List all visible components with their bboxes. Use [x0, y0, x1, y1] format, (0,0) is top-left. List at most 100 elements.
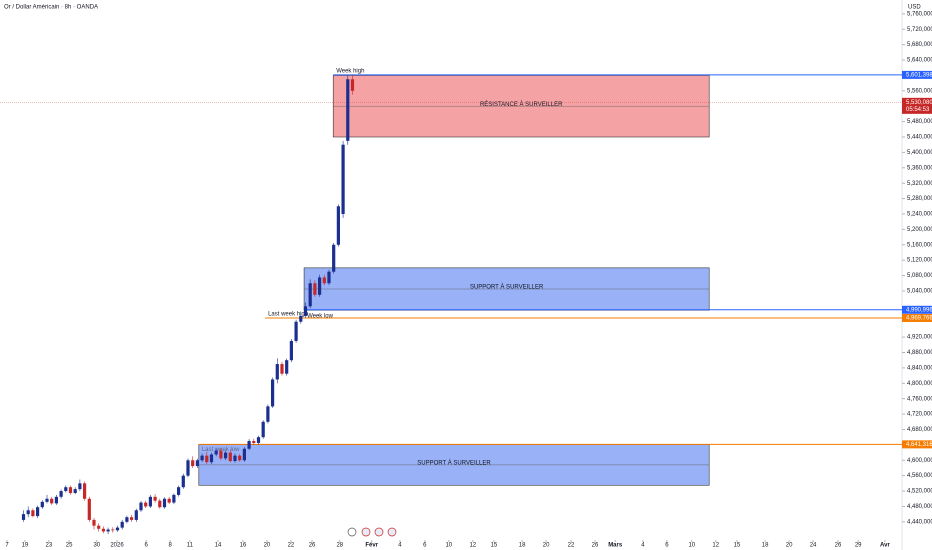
level-tag-box	[902, 313, 932, 322]
zone-label: SUPPORT À SURVEILLER	[470, 284, 544, 291]
candle-body	[172, 494, 176, 503]
candle-body	[332, 244, 336, 272]
level-name: Last week high	[268, 312, 308, 318]
footer-icons	[347, 527, 397, 537]
candle-body	[40, 501, 44, 508]
y-tick-label: 4,440,000	[907, 519, 932, 525]
x-tick-label: 10	[445, 543, 452, 549]
x-tick-label: 12	[469, 543, 476, 549]
y-tick-label: 4,560,000	[907, 473, 932, 479]
x-tick-label: 4	[641, 543, 645, 549]
candle-body	[223, 452, 228, 459]
x-tick-label: 6	[144, 543, 148, 549]
x-tick-label: 19	[22, 543, 29, 549]
candle-body	[148, 496, 152, 507]
x-tick-label: 18	[519, 543, 526, 549]
x-tick-label: 25	[66, 543, 73, 549]
zone-label: SUPPORT À SURVEILLER	[417, 459, 491, 466]
candle-body	[308, 283, 312, 307]
candle-body	[120, 521, 124, 528]
candle-body	[252, 441, 256, 443]
candle-body	[261, 421, 265, 438]
x-tick-label: 20	[264, 543, 271, 549]
y-tick-label: 5,160,000	[907, 242, 932, 248]
level-tag-box	[902, 440, 932, 449]
level-tag-label: 4,990,996	[906, 307, 932, 313]
level-tag-box	[902, 70, 932, 79]
candle-body	[181, 475, 185, 488]
x-tick-label: 7	[5, 543, 9, 549]
last-price-label: 5,530,080	[906, 100, 932, 106]
x-tick-label: 23	[46, 543, 53, 549]
x-tick-label: 30	[93, 543, 100, 549]
candle-body	[87, 498, 91, 520]
candle-body	[68, 487, 73, 493]
y-tick-label: 4,800,000	[907, 381, 932, 387]
candle-body	[280, 364, 284, 374]
candle-body	[35, 507, 40, 517]
candle-body	[270, 379, 275, 407]
candle-body	[167, 498, 171, 503]
y-tick-label: 5,040,000	[907, 289, 932, 295]
x-tick-label: 26	[592, 543, 599, 549]
y-tick-label: 5,360,000	[907, 165, 932, 171]
candle-body	[158, 500, 162, 508]
x-tick-label: 16	[240, 543, 247, 549]
candle-body	[350, 79, 355, 91]
candle-body	[21, 514, 26, 520]
y-tick-label: 5,680,000	[907, 42, 932, 48]
level-tag-label: 5,601,398	[906, 72, 932, 78]
x-tick-label: 20	[543, 543, 550, 549]
candle-body	[64, 487, 68, 492]
candle-body	[313, 283, 317, 295]
x-tick-label: 26	[835, 543, 842, 549]
candle-body	[97, 525, 101, 529]
y-tick-label: 4,880,000	[907, 350, 932, 356]
candle-body	[346, 79, 350, 141]
candle-body	[82, 483, 87, 499]
candle-body	[275, 364, 279, 380]
x-tick-label: 2026	[110, 543, 124, 549]
candle-body	[327, 271, 331, 284]
candle-body	[54, 496, 58, 504]
candle-body	[195, 460, 199, 467]
candle-body	[285, 360, 289, 374]
candle-body	[186, 460, 190, 476]
x-tick-label: Avr	[880, 543, 890, 549]
candle-body	[205, 455, 209, 463]
y-tick-label: 5,480,000	[907, 119, 932, 125]
x-tick-label: 24	[810, 543, 817, 549]
candle-body	[214, 450, 218, 455]
candle-body	[242, 448, 246, 461]
candle-body	[209, 454, 214, 463]
zone-label: RÉSISTANCE À SURVEILLER	[480, 101, 563, 108]
last-price-countdown: 05:54:53	[906, 107, 930, 113]
candle-body	[322, 277, 326, 284]
y-tick-label: 4,720,000	[907, 412, 932, 418]
x-tick-label: 18	[762, 543, 769, 549]
y-tick-label: 5,320,000	[907, 181, 932, 187]
candle-body	[92, 519, 96, 526]
y-tick-label: 4,520,000	[907, 489, 932, 495]
x-tick-label: 26	[309, 543, 316, 549]
candle-body	[294, 321, 298, 341]
x-tick-label: 22	[568, 543, 575, 549]
y-tick-label: 5,640,000	[907, 58, 932, 64]
x-tick-label: 20	[786, 543, 793, 549]
candle-body	[336, 206, 340, 245]
y-tick-label: 5,560,000	[907, 88, 932, 94]
y-tick-label: 4,680,000	[907, 427, 932, 433]
candle-body	[200, 455, 204, 461]
level-name: Week low	[307, 313, 334, 319]
candle-body	[162, 498, 167, 508]
x-tick-label: 6	[423, 543, 427, 549]
level-tag-label: 4,641,316	[906, 442, 932, 448]
candle-body	[317, 277, 322, 295]
y-tick-label: 5,120,000	[907, 258, 932, 264]
candle-body	[247, 441, 251, 449]
x-tick-label: 11	[187, 543, 194, 549]
candle-body	[125, 517, 129, 522]
candle-body	[219, 450, 223, 459]
candle-body	[31, 510, 35, 517]
level-tag-box	[902, 305, 932, 314]
